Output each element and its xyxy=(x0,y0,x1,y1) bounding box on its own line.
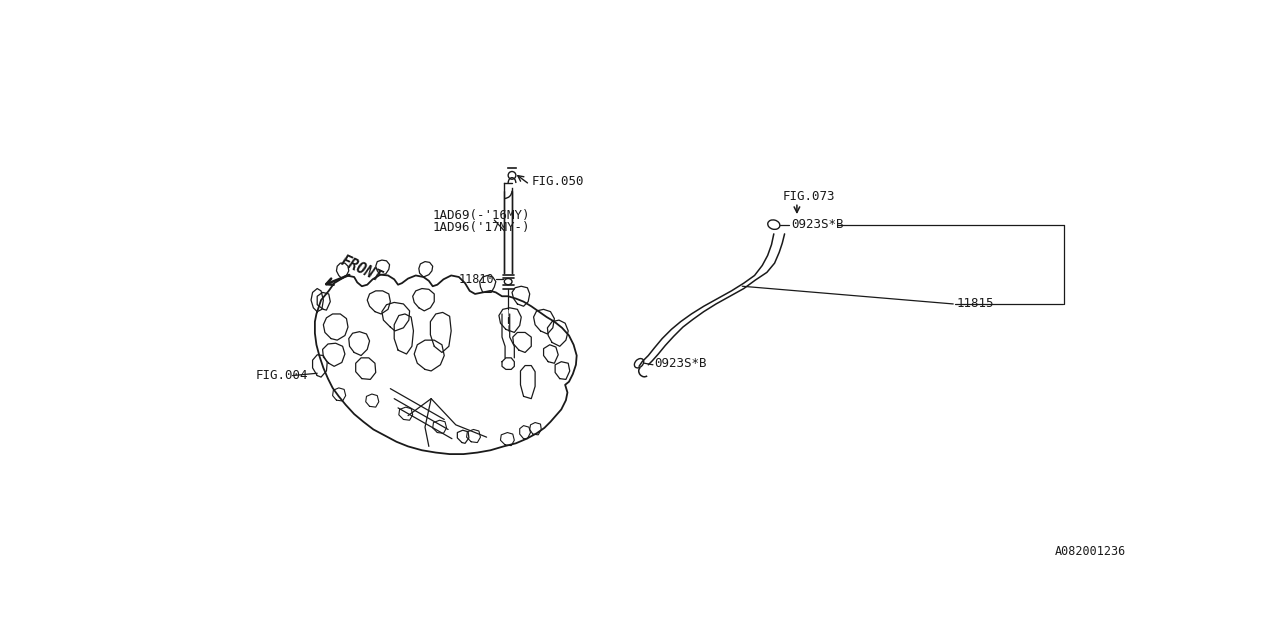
Text: 11810: 11810 xyxy=(458,273,494,286)
Text: 11815: 11815 xyxy=(956,298,993,310)
Ellipse shape xyxy=(504,278,512,285)
Text: 1AD69(-'16MY): 1AD69(-'16MY) xyxy=(433,209,530,222)
Text: FIG.004: FIG.004 xyxy=(256,369,308,382)
Text: FIG.073: FIG.073 xyxy=(783,189,836,203)
Text: 0923S*B: 0923S*B xyxy=(791,218,844,231)
Text: 1AD96('17MY-): 1AD96('17MY-) xyxy=(433,221,530,234)
Text: FIG.050: FIG.050 xyxy=(531,175,584,188)
Text: FRONT: FRONT xyxy=(339,253,385,285)
Text: 0923S*B: 0923S*B xyxy=(654,356,707,370)
Text: A082001236: A082001236 xyxy=(1055,545,1125,558)
